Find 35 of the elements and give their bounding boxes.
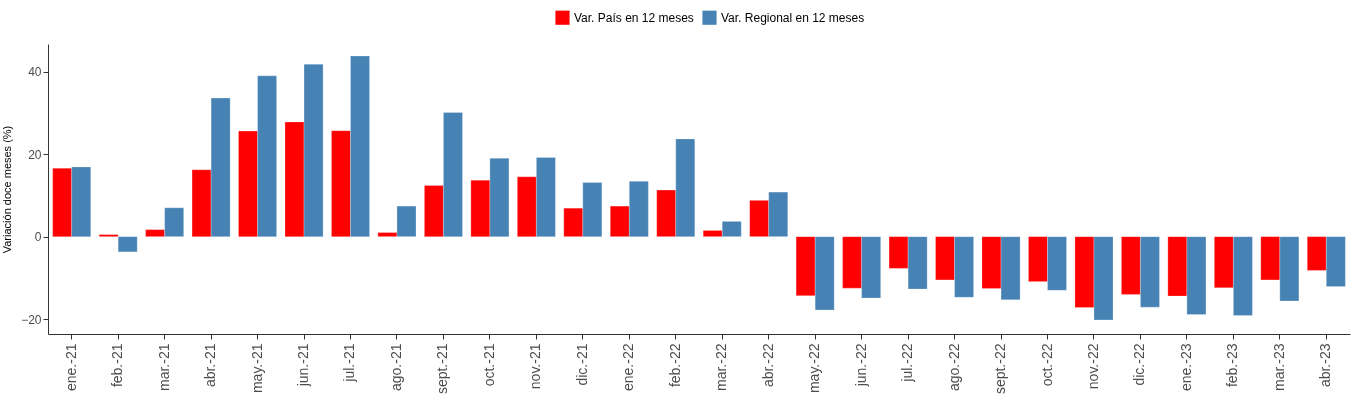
x-tick-label: sept.-22 bbox=[992, 343, 1009, 395]
y-tick-label: 0 bbox=[34, 230, 42, 245]
x-tick-label: ene.-22 bbox=[620, 343, 637, 391]
x-tick-label: ago.-21 bbox=[387, 343, 404, 391]
x-tick-label: mar.-22 bbox=[713, 343, 730, 391]
x-tick-label: may.-21 bbox=[248, 343, 265, 394]
x-tick-label: dic.-22 bbox=[1131, 343, 1148, 386]
x-tick-label: may.-22 bbox=[806, 343, 823, 394]
x-tick-label: jun.-21 bbox=[295, 343, 312, 388]
x-tick-label: ene.-23 bbox=[1177, 343, 1194, 391]
x-tick-label: oct.-22 bbox=[1038, 343, 1055, 387]
x-tick-label: dic.-21 bbox=[573, 343, 590, 386]
y-tick-label: 20 bbox=[28, 147, 42, 162]
x-tick-label: nov.-21 bbox=[527, 343, 544, 390]
x-tick-label: mar.-21 bbox=[155, 343, 172, 391]
x-tick-label: feb.-23 bbox=[1224, 343, 1241, 388]
x-tick-label: jun.-22 bbox=[852, 343, 869, 388]
x-tick-label: feb.-21 bbox=[109, 343, 126, 388]
x-tick-label: sept.-21 bbox=[434, 343, 451, 395]
x-tick-label: ago.-22 bbox=[945, 343, 962, 391]
legend-label: Var. País en 12 meses bbox=[574, 10, 694, 25]
y-tick-label: −20 bbox=[21, 312, 42, 327]
x-tick-label: abr.-23 bbox=[1317, 343, 1334, 388]
x-tick-label: feb.-22 bbox=[666, 343, 683, 388]
legend-label: Var. Regional en 12 meses bbox=[721, 10, 865, 25]
x-tick-label: abr.-21 bbox=[202, 343, 219, 388]
y-tick-label: 40 bbox=[28, 65, 42, 80]
x-tick-label: ene.-21 bbox=[62, 343, 79, 391]
x-tick-label: mar.-23 bbox=[1270, 343, 1287, 391]
x-tick-label: nov.-22 bbox=[1084, 343, 1101, 390]
x-tick-label: jul.-22 bbox=[899, 343, 916, 383]
y-axis-title: Variación doce meses (%) bbox=[1, 125, 14, 254]
x-tick-label: oct.-21 bbox=[480, 343, 497, 387]
x-tick-label: jul.-21 bbox=[341, 343, 358, 383]
x-tick-label: abr.-22 bbox=[759, 343, 776, 388]
